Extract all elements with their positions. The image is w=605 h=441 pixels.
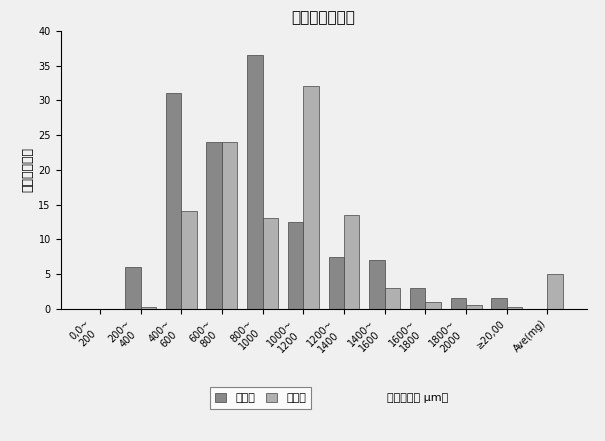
Bar xyxy=(222,142,237,309)
Bar xyxy=(140,307,156,309)
Bar xyxy=(369,260,385,309)
Bar xyxy=(507,307,522,309)
Bar xyxy=(491,298,507,309)
Text: （膜平均値 μm）: （膜平均値 μm） xyxy=(387,392,448,403)
Bar xyxy=(548,274,563,309)
Bar xyxy=(288,222,303,309)
Y-axis label: 分布百分比（: 分布百分比（ xyxy=(21,147,34,192)
Bar xyxy=(385,288,400,309)
Legend: 优化前, 优化后: 优化前, 优化后 xyxy=(209,387,312,409)
Title: 膜厚分布柱状图: 膜厚分布柱状图 xyxy=(292,11,356,26)
Bar xyxy=(410,288,425,309)
Bar xyxy=(247,55,263,309)
Bar xyxy=(166,93,182,309)
Bar xyxy=(182,211,197,309)
Bar xyxy=(466,305,482,309)
Bar xyxy=(263,218,278,309)
Bar xyxy=(125,267,140,309)
Bar xyxy=(329,257,344,309)
Bar xyxy=(303,86,319,309)
Bar xyxy=(425,302,441,309)
Bar xyxy=(344,215,359,309)
Bar xyxy=(206,142,222,309)
Bar xyxy=(451,298,466,309)
